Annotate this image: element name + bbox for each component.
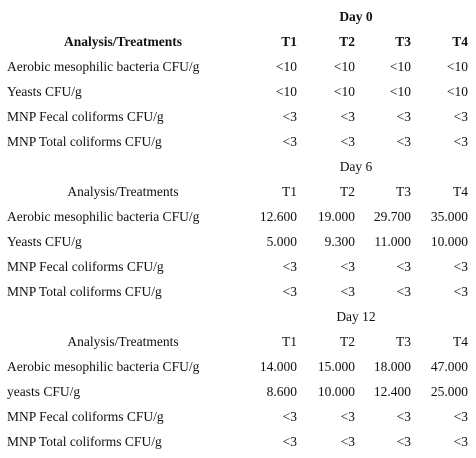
data-cell: <3 — [396, 434, 411, 449]
data-cell: 5.000 — [266, 234, 297, 249]
data-cell: <3 — [340, 284, 355, 299]
header-cell: T1 — [282, 184, 297, 199]
data-cell: 25.000 — [430, 384, 468, 399]
data-cell: <3 — [282, 434, 297, 449]
row-label: Aerobic mesophilic bacteria CFU/g — [7, 59, 200, 74]
section-title: Day 12 — [336, 309, 376, 324]
data-cell: <10 — [389, 84, 411, 99]
data-cell: 9.300 — [324, 234, 355, 249]
header-cell: T1 — [281, 34, 297, 49]
header-cell: T2 — [340, 184, 355, 199]
data-cell: <10 — [275, 59, 297, 74]
data-cell: <3 — [340, 434, 355, 449]
data-cell: <3 — [282, 134, 297, 149]
data-cell: <3 — [340, 134, 355, 149]
header-cell: T4 — [453, 334, 468, 349]
row-label: MNP Total coliforms CFU/g — [7, 284, 162, 299]
data-cell: 29.700 — [373, 209, 411, 224]
row-label: MNP Total coliforms CFU/g — [7, 134, 162, 149]
data-cell: 18.000 — [373, 359, 411, 374]
row-label: Aerobic mesophilic bacteria CFU/g — [7, 359, 200, 374]
data-cell: <3 — [396, 134, 411, 149]
row-label: MNP Total coliforms CFU/g — [7, 434, 162, 449]
row-label: MNP Fecal coliforms CFU/g — [7, 109, 164, 124]
data-cell: 14.000 — [259, 359, 297, 374]
data-cell: <10 — [275, 84, 297, 99]
data-cell: <3 — [282, 284, 297, 299]
row-label: Yeasts CFU/g — [7, 84, 82, 99]
row-label: MNP Fecal coliforms CFU/g — [7, 409, 164, 424]
header-cell: T2 — [340, 334, 355, 349]
header-cell: Analysis/Treatments — [67, 334, 179, 349]
data-cell: <3 — [340, 109, 355, 124]
data-cell: 11.000 — [374, 234, 411, 249]
data-cell: <3 — [453, 109, 468, 124]
data-cell: <3 — [396, 284, 411, 299]
data-cell: <10 — [446, 84, 468, 99]
header-cell: Analysis/Treatments — [64, 34, 182, 49]
data-cell: 8.600 — [266, 384, 297, 399]
data-cell: <3 — [396, 409, 411, 424]
header-cell: T4 — [453, 184, 468, 199]
data-cell: <10 — [389, 59, 411, 74]
data-cell: 15.000 — [317, 359, 355, 374]
row-label: MNP Fecal coliforms CFU/g — [7, 259, 164, 274]
header-cell: Analysis/Treatments — [67, 184, 179, 199]
data-cell: 47.000 — [430, 359, 468, 374]
data-cell: <10 — [333, 84, 355, 99]
data-cell: <3 — [453, 434, 468, 449]
data-cell: 35.000 — [430, 209, 468, 224]
row-label: Yeasts CFU/g — [7, 234, 82, 249]
header-cell: T3 — [396, 184, 411, 199]
data-cell: 10.000 — [317, 384, 355, 399]
data-cell: <3 — [396, 259, 411, 274]
data-cell: 10.000 — [430, 234, 468, 249]
data-cell: <3 — [453, 284, 468, 299]
header-cell: T4 — [452, 34, 468, 49]
header-cell: T2 — [339, 34, 355, 49]
row-label: yeasts CFU/g — [7, 384, 81, 399]
data-cell: <3 — [396, 109, 411, 124]
section-title: Day 6 — [339, 159, 373, 174]
data-cell: 12.600 — [259, 209, 297, 224]
data-cell: 12.400 — [373, 384, 411, 399]
header-cell: T3 — [395, 34, 411, 49]
data-cell: <3 — [282, 109, 297, 124]
data-cell: <3 — [282, 409, 297, 424]
data-cell: <10 — [333, 59, 355, 74]
data-cell: <3 — [340, 259, 355, 274]
row-label: Aerobic mesophilic bacteria CFU/g — [7, 209, 200, 224]
data-cell: <3 — [453, 409, 468, 424]
data-cell: <3 — [282, 259, 297, 274]
data-cell: <10 — [446, 59, 468, 74]
data-cell: <3 — [453, 259, 468, 274]
data-cell: <3 — [453, 134, 468, 149]
section-title: Day 0 — [339, 9, 373, 24]
data-cell: 19.000 — [317, 209, 355, 224]
data-cell: <3 — [340, 409, 355, 424]
header-cell: T3 — [396, 334, 411, 349]
header-cell: T1 — [282, 334, 297, 349]
